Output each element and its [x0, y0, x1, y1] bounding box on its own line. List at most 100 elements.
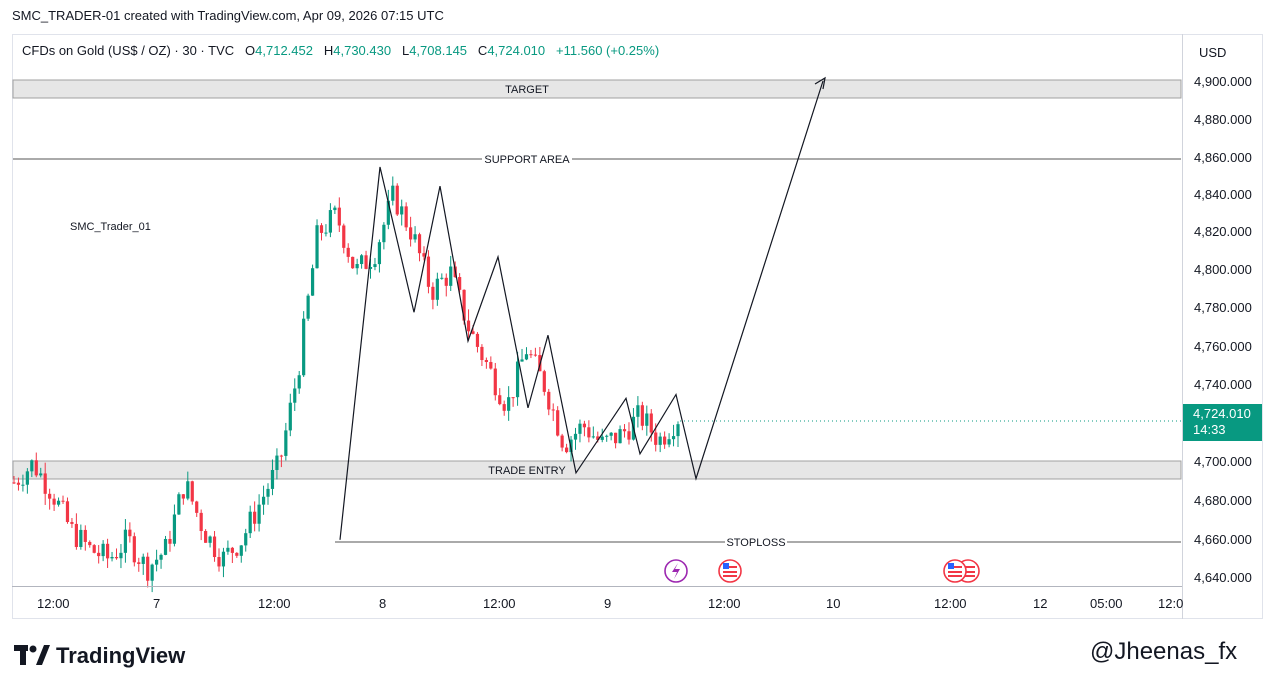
us-flag-event-icon[interactable]: [718, 559, 742, 583]
candle-body: [137, 562, 141, 564]
candle-body: [65, 501, 70, 523]
candle-body: [217, 557, 221, 567]
price-tick: 4,740.000: [1194, 377, 1252, 392]
low-value: 4,708.145: [409, 43, 468, 58]
candle-body: [435, 278, 439, 300]
candle-body: [88, 541, 92, 546]
trade-entry-zone[interactable]: [12, 460, 1182, 480]
candle-body: [61, 500, 65, 502]
candle-body: [409, 227, 413, 240]
symbol-name[interactable]: CFDs on Gold (US$ / OZ) · 30 · TVC: [22, 43, 235, 58]
tradingview-logo[interactable]: TradingView: [14, 643, 185, 669]
candle-body: [431, 286, 435, 300]
time-axis[interactable]: [12, 586, 1182, 587]
candle-body: [498, 395, 502, 405]
candle-body: [484, 360, 488, 363]
target-label: TARGET: [505, 84, 549, 96]
price-tick: 4,860.000: [1194, 150, 1252, 165]
candle-body: [551, 409, 555, 411]
candle-body: [159, 554, 163, 560]
candle-body: [266, 488, 270, 497]
candle-body: [48, 493, 52, 499]
candle-body: [391, 185, 395, 201]
close-label: C: [477, 43, 488, 58]
candle-body: [105, 543, 110, 559]
lightning-event-icon[interactable]: [664, 559, 688, 583]
candle-body: [163, 538, 168, 555]
social-handle: @Jheenas_fx: [1090, 638, 1238, 665]
candle-body: [253, 511, 257, 524]
candle-body: [614, 432, 618, 444]
candle-body: [395, 185, 399, 215]
time-tick: 8: [379, 596, 387, 611]
candle-body: [493, 368, 497, 396]
candle-body: [221, 551, 226, 567]
candle-body: [74, 523, 78, 547]
author-label: SMC_Trader_01: [70, 221, 151, 233]
candle-body: [181, 494, 185, 499]
candle-body: [235, 552, 239, 556]
support-label: SUPPORT AREA: [484, 154, 570, 166]
currency-label[interactable]: USD: [1199, 45, 1227, 60]
candle-body: [34, 460, 38, 476]
candle-body: [328, 210, 333, 233]
price-scale[interactable]: [1182, 34, 1263, 619]
candle-body: [43, 473, 47, 494]
candle-body: [542, 371, 546, 392]
target-zone[interactable]: [12, 79, 1182, 99]
candle-body: [426, 256, 431, 287]
candle-body: [466, 320, 471, 332]
candle-body: [422, 253, 426, 257]
open-value: 4,712.452: [255, 43, 313, 58]
stoploss-label: STOPLOSS: [726, 537, 785, 549]
time-tick: 05:00: [1090, 596, 1123, 611]
candle-body: [524, 354, 529, 360]
candle-body: [132, 536, 136, 563]
candle-body: [177, 494, 181, 515]
candle-body: [310, 268, 315, 296]
candle-body: [640, 405, 644, 426]
candle-body: [533, 354, 537, 356]
time-tick: 12:00: [483, 596, 516, 611]
close-value: 4,724.010: [487, 43, 546, 58]
candlestick-series[interactable]: [12, 176, 680, 593]
candle-body: [39, 473, 43, 476]
candle-body: [520, 359, 524, 362]
candle-body: [462, 289, 466, 321]
candle-body: [663, 436, 667, 445]
candle-body: [480, 346, 484, 361]
candle-body: [257, 504, 261, 524]
candle-body: [475, 333, 480, 347]
price-tick: 4,780.000: [1194, 300, 1252, 315]
change-value: +11.560 (+0.25%): [556, 43, 660, 58]
last-price-value: 4,724.010: [1193, 406, 1251, 421]
candle-body: [582, 423, 587, 428]
candle-body: [346, 247, 350, 257]
chart-frame[interactable]: [12, 34, 1263, 619]
time-tick: 12:00: [934, 596, 967, 611]
candle-body: [168, 538, 172, 544]
candle-body: [146, 556, 150, 581]
candle-body: [270, 469, 275, 489]
candle-body: [471, 331, 475, 334]
candle-body: [417, 234, 422, 254]
candle-body: [449, 266, 453, 286]
price-tick: 4,800.000: [1194, 262, 1252, 277]
candle-body: [123, 529, 128, 553]
price-tick: 4,700.000: [1194, 454, 1252, 469]
high-label: H: [323, 43, 334, 58]
candle-body: [404, 206, 408, 228]
us-flag-event-icon[interactable]: [943, 559, 967, 583]
projection-path[interactable]: [339, 80, 824, 540]
candle-body: [212, 536, 217, 558]
candle-body: [284, 430, 288, 456]
candle-body: [444, 277, 448, 286]
candle-body: [56, 500, 61, 505]
candle-body: [578, 423, 582, 434]
time-tick: 12:00: [37, 596, 70, 611]
candle-body: [190, 481, 194, 502]
symbol-legend[interactable]: CFDs on Gold (US$ / OZ) · 30 · TVC O4,71…: [22, 43, 659, 58]
candle-body: [547, 391, 551, 410]
candle-body: [16, 482, 21, 485]
